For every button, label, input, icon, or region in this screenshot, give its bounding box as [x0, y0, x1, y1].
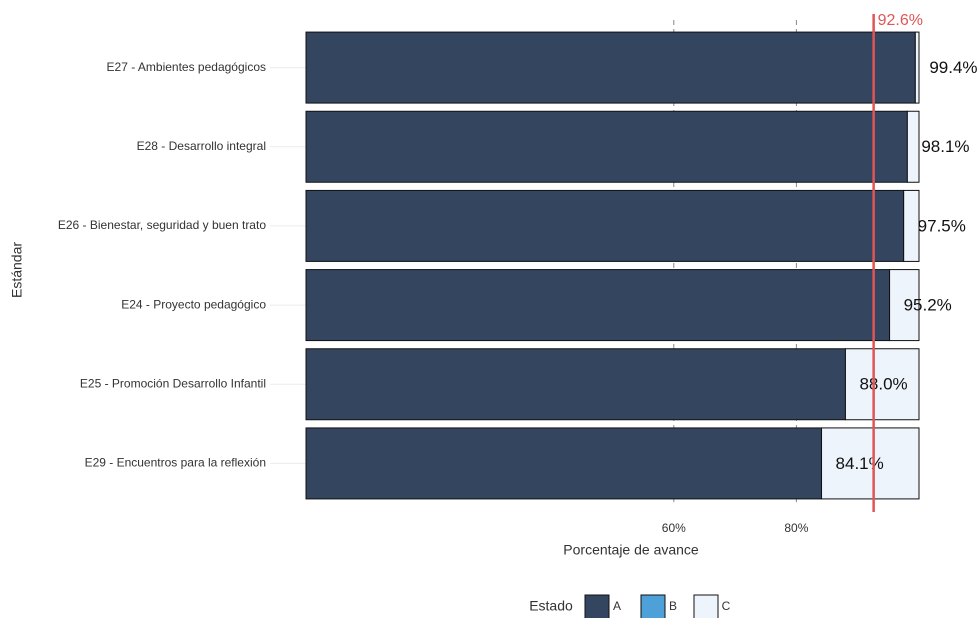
- y-tick-label: E26 - Bienestar, seguridad y buen trato: [58, 218, 266, 232]
- legend-label: B: [669, 599, 677, 613]
- bar-segment: [305, 269, 891, 342]
- value-label: 95.2%: [904, 296, 952, 315]
- legend-swatch: [693, 594, 719, 618]
- bar-segment: [821, 427, 920, 500]
- bar-segment: [305, 31, 916, 104]
- bar-segment: [305, 110, 908, 183]
- y-tick-label: E24 - Proyecto pedagógico: [121, 297, 266, 311]
- value-label: 98.1%: [921, 137, 969, 156]
- x-axis-label: Porcentaje de avance: [563, 542, 699, 558]
- bar-segment: [305, 427, 823, 500]
- bar-segment: [305, 189, 905, 262]
- bar-segment: [903, 189, 920, 262]
- legend-swatch: [584, 594, 610, 618]
- value-label: 97.5%: [918, 216, 966, 235]
- y-tick-label: E29 - Encuentros para la reflexión: [85, 456, 266, 470]
- legend-title: Estado: [529, 598, 573, 614]
- reference-label: 92.6%: [878, 12, 923, 29]
- bar-segment: [914, 31, 920, 104]
- bar-segment: [906, 110, 920, 183]
- legend-swatch: [640, 594, 666, 618]
- y-tick-label: E25 - Promoción Desarrollo Infantil: [80, 376, 266, 390]
- legend-label: C: [722, 599, 731, 613]
- value-label: 84.1%: [836, 454, 884, 473]
- y-tick-label: E28 - Desarrollo integral: [137, 139, 266, 153]
- y-axis-label: Estándar: [9, 242, 25, 298]
- x-tick-label: 80%: [784, 521, 808, 535]
- value-label: 99.4%: [929, 58, 977, 77]
- value-label: 88.0%: [859, 375, 907, 394]
- x-tick-label: 60%: [662, 521, 686, 535]
- legend-label: A: [613, 599, 621, 613]
- bar-segment: [889, 269, 920, 342]
- bar-segment: [844, 348, 920, 421]
- bar-segment: [305, 348, 846, 421]
- y-tick-label: E27 - Ambientes pedagógicos: [107, 60, 266, 74]
